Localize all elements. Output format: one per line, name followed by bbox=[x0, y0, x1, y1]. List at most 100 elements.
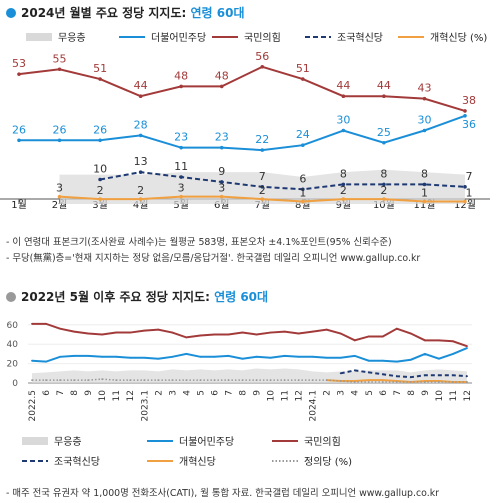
data-point bbox=[367, 359, 370, 362]
data-label: 6 bbox=[299, 172, 306, 185]
data-point bbox=[138, 170, 143, 174]
data-point bbox=[382, 140, 386, 145]
chart1-legend: 무응층 더불어민주당 국민의힘 조국혁신당 개혁신당 (%) bbox=[26, 32, 487, 44]
data-label: 1 bbox=[466, 187, 473, 200]
data-point bbox=[409, 358, 412, 361]
data-point bbox=[463, 199, 467, 204]
data-point bbox=[73, 379, 75, 381]
x-tick-label: 6 bbox=[379, 390, 389, 396]
data-point bbox=[98, 138, 102, 143]
x-tick-label: 7 bbox=[393, 390, 403, 396]
data-point bbox=[297, 332, 300, 335]
legend-label: 정의당 (%) bbox=[304, 456, 352, 468]
data-point bbox=[185, 379, 188, 381]
data-point bbox=[381, 359, 384, 362]
chart2-note-1: - 매주 전국 유권자 약 1,000명 전화조사(CATI), 월 통합 자료… bbox=[6, 488, 439, 499]
data-point bbox=[395, 360, 398, 363]
legend-label: 개혁신당 bbox=[179, 456, 216, 468]
x-tick-label: 4 bbox=[182, 390, 192, 396]
data-label: 11 bbox=[174, 160, 188, 173]
data-point bbox=[438, 381, 440, 383]
legend-item: 무응층 bbox=[26, 32, 86, 44]
legend-label: 더불어민주당 bbox=[151, 32, 206, 44]
legend-item: 개혁신당 (%) bbox=[398, 32, 487, 44]
data-point bbox=[466, 345, 468, 348]
data-point bbox=[179, 194, 183, 199]
data-point bbox=[283, 379, 286, 381]
data-point bbox=[301, 77, 305, 81]
x-tick-label: 8 bbox=[70, 390, 80, 396]
data-label: 1 bbox=[421, 187, 428, 200]
data-point bbox=[381, 335, 384, 338]
data-label: 38 bbox=[462, 94, 476, 107]
data-point bbox=[260, 148, 265, 152]
data-label: 8 bbox=[421, 167, 428, 180]
x-tick-label: 5 bbox=[365, 390, 375, 396]
data-point bbox=[241, 379, 244, 381]
data-point bbox=[59, 379, 61, 381]
data-point bbox=[339, 356, 342, 359]
x-tick-label: 11 bbox=[112, 390, 122, 401]
data-point bbox=[381, 379, 384, 381]
data-label: 48 bbox=[215, 69, 229, 82]
data-label: 2 bbox=[137, 184, 144, 197]
data-label: 7 bbox=[466, 170, 473, 183]
data-point bbox=[157, 328, 160, 331]
data-point bbox=[422, 182, 427, 187]
data-point bbox=[269, 331, 272, 334]
data-point bbox=[219, 84, 224, 89]
x-tick-label: 7 bbox=[224, 390, 234, 396]
x-tick-label: 10 bbox=[435, 390, 445, 402]
x-tick-label: 2 bbox=[154, 390, 164, 396]
data-point bbox=[227, 354, 230, 357]
data-point bbox=[45, 360, 47, 363]
data-label: 28 bbox=[134, 118, 148, 131]
data-label: 1 bbox=[299, 187, 306, 200]
x-tick-label: 3 bbox=[337, 390, 347, 396]
data-point bbox=[138, 133, 143, 138]
data-point bbox=[353, 339, 356, 342]
x-tick-label: 11 bbox=[281, 390, 291, 401]
data-point bbox=[452, 353, 454, 355]
data-label: 36 bbox=[462, 118, 476, 131]
data-point bbox=[241, 357, 244, 360]
data-label: 55 bbox=[53, 52, 67, 65]
y-tick-label: 20 bbox=[7, 360, 19, 370]
data-point bbox=[87, 379, 90, 381]
data-label: 9 bbox=[218, 165, 225, 178]
data-point bbox=[45, 379, 47, 381]
legend-label: 조국혁신당 bbox=[337, 32, 383, 44]
x-tick-label: 11 bbox=[449, 390, 459, 401]
data-point bbox=[199, 355, 202, 358]
legend-label: 조국혁신당 bbox=[54, 456, 100, 468]
data-point bbox=[463, 114, 467, 118]
data-point bbox=[422, 199, 427, 204]
data-label: 56 bbox=[255, 50, 269, 63]
series-line-조국혁신당 bbox=[99, 171, 466, 191]
data-label: 53 bbox=[12, 57, 26, 70]
legend-item: 국민의힘 bbox=[272, 436, 341, 448]
legend-item: 조국혁신당 bbox=[305, 32, 383, 44]
data-point bbox=[31, 322, 33, 325]
data-point bbox=[185, 353, 188, 355]
data-label: 23 bbox=[174, 131, 188, 144]
legend-item: 무응층 bbox=[22, 436, 82, 448]
data-point bbox=[143, 379, 146, 381]
y-tick-label: 40 bbox=[7, 340, 19, 350]
data-point bbox=[463, 109, 467, 113]
data-point bbox=[438, 339, 440, 342]
legend-label: 개혁신당 (%) bbox=[430, 32, 487, 44]
chart2-title-highlight: 연령 60대 bbox=[214, 290, 269, 304]
x-tick-label: 6 bbox=[42, 390, 52, 396]
data-label: 13 bbox=[134, 155, 148, 168]
data-point bbox=[424, 381, 426, 383]
data-point bbox=[424, 339, 426, 342]
data-point bbox=[115, 379, 118, 381]
y-tick-label: 0 bbox=[12, 379, 18, 389]
title-bullet-icon bbox=[6, 8, 16, 18]
data-point bbox=[452, 340, 454, 343]
x-tick-label: 2 bbox=[323, 390, 333, 396]
data-point bbox=[422, 128, 427, 133]
data-point bbox=[157, 357, 160, 360]
x-tick-label: 8 bbox=[407, 390, 417, 396]
